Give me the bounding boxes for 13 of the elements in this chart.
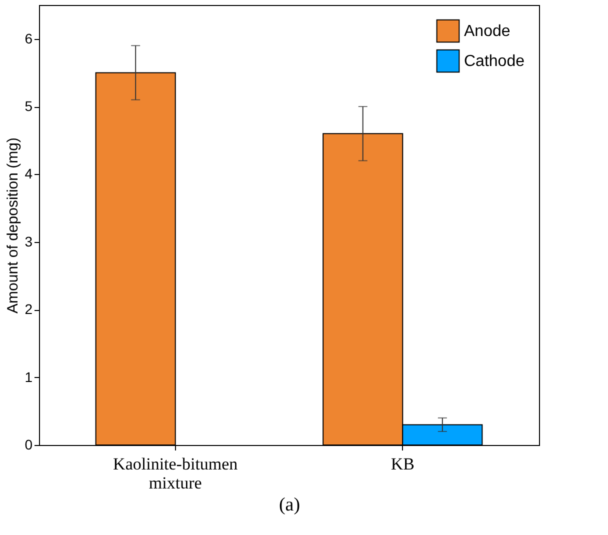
y-tick-label: 3	[24, 233, 33, 250]
y-tick-label: 2	[24, 301, 33, 318]
y-tick-label: 1	[24, 368, 33, 385]
legend-label: Cathode	[464, 53, 525, 70]
y-axis-title: Amount of deposition (mg)	[4, 138, 22, 314]
x-axis-title: (a)	[278, 494, 300, 516]
y-tick-label: 6	[24, 30, 33, 46]
y-tick-label: 0	[24, 436, 33, 452]
x-tick-label: Kaolinite-bitumen mixture	[113, 454, 238, 492]
y-tick-label: 5	[24, 98, 33, 114]
legend-label: Anode	[464, 23, 510, 40]
x-tick-label: KB	[390, 454, 414, 474]
y-tick-label: 4	[24, 166, 33, 182]
